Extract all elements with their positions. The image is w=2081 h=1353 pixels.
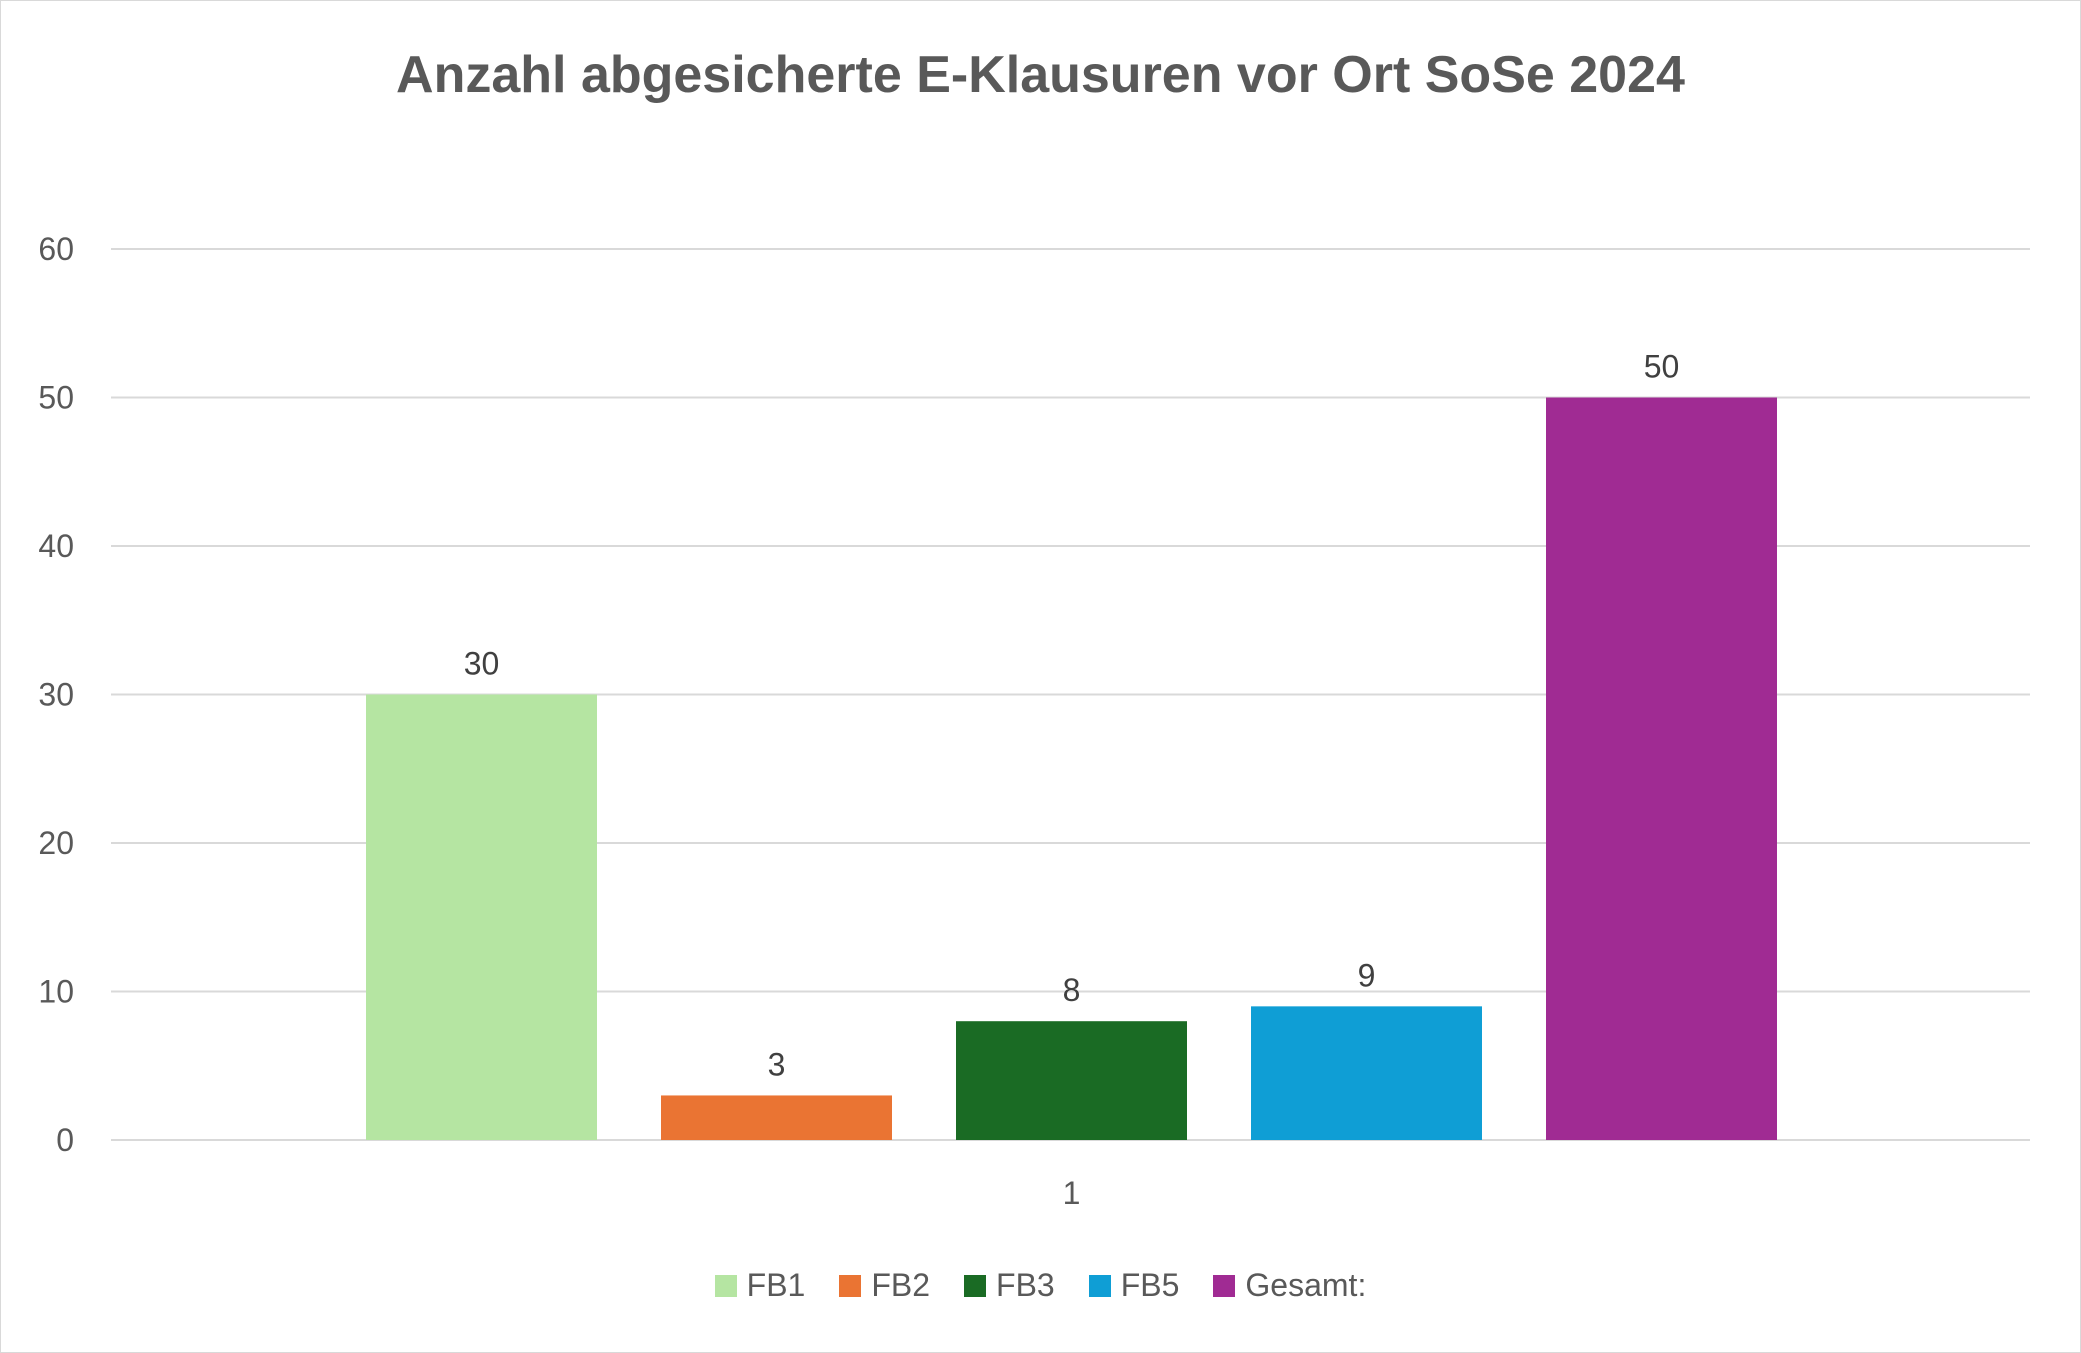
y-tick-label: 30: [38, 677, 74, 713]
legend-item: FB3: [964, 1267, 1055, 1304]
y-tick-label: 20: [38, 825, 74, 861]
data-label: 8: [1063, 972, 1081, 1008]
legend-item: FB1: [714, 1267, 806, 1304]
chart-title: Anzahl abgesicherte E-Klausuren vor Ort …: [396, 46, 1685, 104]
bar-fb1: [366, 694, 597, 1140]
y-tick-label: 0: [56, 1122, 74, 1158]
legend-label: FB2: [871, 1267, 931, 1303]
bar-fb5: [1251, 1006, 1482, 1140]
data-label: 3: [768, 1046, 786, 1082]
legend-item: FB5: [1088, 1267, 1180, 1304]
legend-swatch: [1088, 1274, 1111, 1297]
bar-fb3: [956, 1021, 1187, 1140]
legend-swatch: [839, 1274, 862, 1297]
data-label: 50: [1644, 349, 1680, 385]
legend-swatch: [1213, 1274, 1236, 1297]
y-tick-label: 50: [38, 380, 74, 416]
bar-gesamt: [1546, 397, 1777, 1140]
legend-item: FB2: [839, 1267, 930, 1304]
legend-label: FB5: [1120, 1267, 1180, 1303]
data-label: 9: [1358, 957, 1376, 993]
y-tick-label: 10: [38, 974, 74, 1010]
legend-label: FB3: [996, 1267, 1055, 1303]
data-label: 30: [464, 646, 500, 682]
legend-swatch: [964, 1274, 987, 1297]
legend-swatch: [714, 1274, 737, 1297]
legend-item: Gesamt:: [1213, 1267, 1366, 1304]
y-tick-label: 40: [38, 528, 74, 564]
y-tick-label: 60: [38, 231, 74, 267]
legend: FB1 FB2 FB3 FB5 Gesamt:: [1, 1267, 2080, 1304]
x-category-label: 1: [1063, 1175, 1081, 1211]
bar-fb2: [661, 1095, 892, 1140]
legend-label: FB1: [746, 1267, 806, 1303]
legend-label: Gesamt:: [1245, 1267, 1367, 1303]
